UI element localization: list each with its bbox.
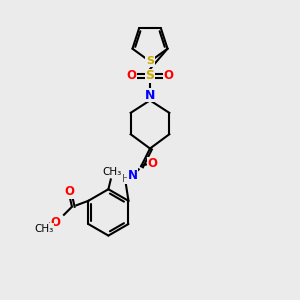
Text: H: H [122,174,130,184]
Text: N: N [128,169,138,182]
Text: O: O [164,69,173,82]
Text: O: O [127,69,136,82]
Text: N: N [145,88,155,101]
Text: CH₃: CH₃ [103,167,122,177]
Text: O: O [64,185,75,198]
Text: O: O [147,158,158,170]
Text: S: S [146,69,154,82]
Text: S: S [146,56,154,66]
Text: O: O [51,216,61,229]
Text: CH₃: CH₃ [34,224,53,234]
